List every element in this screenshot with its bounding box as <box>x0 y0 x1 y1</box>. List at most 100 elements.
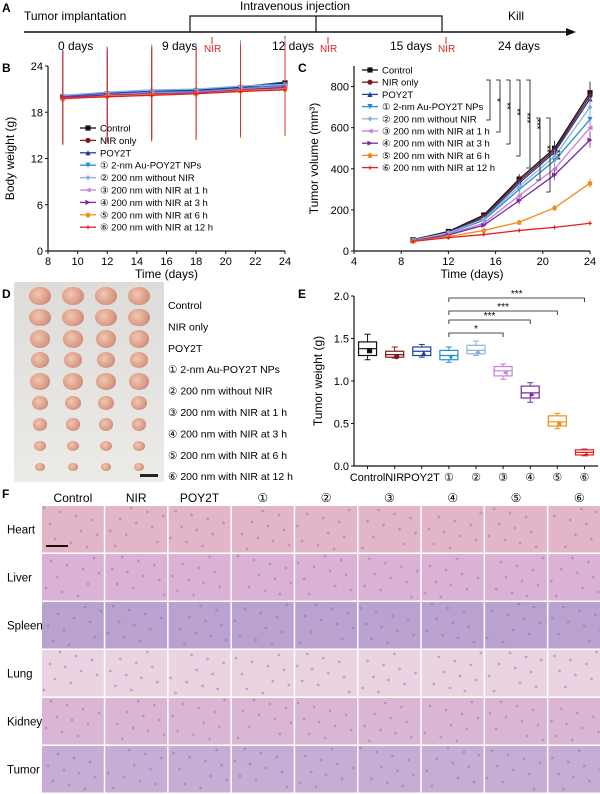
tissue-nucleus <box>446 746 450 750</box>
tissue-nucleus <box>380 625 383 629</box>
tissue-nucleus <box>42 506 46 510</box>
x-tick-label: ④ <box>525 472 535 484</box>
tissue-nucleus <box>380 765 383 769</box>
tissue-nucleus <box>67 783 71 787</box>
tissue-nucleus <box>111 604 115 608</box>
tissue-nucleus <box>90 518 94 522</box>
tissue-nucleus <box>553 654 556 658</box>
tissue-nucleus <box>131 586 135 590</box>
tissue-nucleus <box>79 669 83 673</box>
data-point <box>282 87 288 93</box>
tissue-nucleus <box>298 781 302 785</box>
y-tick-label: 800 <box>331 82 349 94</box>
series-line <box>62 83 286 96</box>
tissue-nucleus <box>95 533 99 537</box>
tissue-nucleus <box>79 529 83 533</box>
tissue-nucleus <box>146 729 150 733</box>
tissue-nucleus <box>287 543 291 547</box>
histology-column-label: ⑥ <box>574 491 585 505</box>
tissue-nucleus <box>243 747 247 751</box>
tissue-nucleus <box>551 616 554 620</box>
data-point <box>237 88 244 95</box>
tissue-nucleus <box>470 700 474 704</box>
tissue-nucleus <box>351 766 355 770</box>
histology-tile <box>421 698 484 745</box>
tissue-nucleus <box>273 577 277 581</box>
y-tick-label: 24 <box>31 61 43 73</box>
day-9-label: 9 days <box>162 39 197 53</box>
data-point <box>149 92 155 98</box>
tissue-nucleus <box>201 544 205 548</box>
tissue-nucleus <box>136 559 140 563</box>
tissue-nucleus <box>118 517 122 521</box>
y-tick-label: 12 <box>31 154 43 166</box>
tissue-nucleus <box>386 641 389 645</box>
data-point <box>445 235 451 241</box>
tissue-nucleus <box>125 710 129 714</box>
tissue-nucleus <box>206 657 210 661</box>
tissue-nucleus <box>562 787 565 791</box>
tissue-nucleus <box>576 571 579 575</box>
tissue-nucleus <box>572 775 575 779</box>
tissue-nucleus <box>277 513 281 517</box>
series-line <box>412 222 591 242</box>
box-point <box>421 350 427 356</box>
box-point <box>475 349 481 355</box>
tissue-nucleus <box>595 650 598 654</box>
tissue-nucleus <box>511 628 515 632</box>
legend-marker <box>85 162 91 168</box>
tissue-nucleus <box>145 650 149 654</box>
tissue-nucleus <box>48 662 52 666</box>
tissue-nucleus <box>309 630 313 634</box>
tissue-nucleus <box>312 565 316 569</box>
tissue-nucleus <box>185 540 189 544</box>
tumor-sample <box>96 352 116 369</box>
histology-tile <box>421 602 484 649</box>
tissue-nucleus <box>234 656 238 660</box>
histology-row-label: Spleen <box>7 620 43 632</box>
tissue-nucleus <box>451 761 455 765</box>
tissue-nucleus <box>106 631 110 635</box>
tissue-nucleus <box>583 764 586 768</box>
tissue-nucleus <box>150 665 154 669</box>
tissue-nucleus <box>317 720 321 724</box>
tissue-nucleus <box>202 721 206 725</box>
tissue-nucleus <box>368 739 371 743</box>
tissue-nucleus <box>280 770 284 774</box>
tissue-nucleus <box>263 589 267 593</box>
tissue-nucleus <box>65 563 69 567</box>
tissue-nucleus <box>479 511 483 515</box>
tissue-nucleus <box>524 515 528 519</box>
tissue-nucleus <box>581 726 584 730</box>
histology-tile <box>42 506 104 553</box>
day-15-label: 15 days <box>390 39 432 53</box>
histology-tile <box>168 650 231 697</box>
tissue-nucleus <box>499 560 503 564</box>
tissue-nucleus <box>256 536 260 540</box>
tissue-nucleus <box>136 699 140 703</box>
tissue-nucleus <box>328 709 332 713</box>
tissue-nucleus <box>250 520 254 524</box>
tissue-nucleus <box>508 651 512 655</box>
tissue-nucleus <box>195 668 199 672</box>
legend-marker <box>367 67 373 73</box>
tissue-nucleus <box>455 557 459 561</box>
tissue-nucleus <box>441 633 445 637</box>
significance-mark: *** <box>532 119 542 130</box>
tissue-nucleus <box>171 714 175 718</box>
tissue-nucleus <box>504 575 508 579</box>
tissue-nucleus <box>365 622 368 626</box>
tissue-nucleus <box>550 579 553 583</box>
tissue-nucleus <box>236 554 240 558</box>
data-point <box>552 153 558 160</box>
tissue-nucleus <box>469 523 473 527</box>
y-tick-label: 1.0 <box>334 376 349 388</box>
histology-column-label: ② <box>321 491 332 505</box>
tissue-nucleus <box>562 605 565 609</box>
significance-mark: *** <box>497 302 509 313</box>
tissue-nucleus <box>250 660 254 664</box>
tissue-nucleus <box>314 603 318 607</box>
tumor-sample <box>129 352 149 369</box>
day-24-label: 24 days <box>498 39 540 53</box>
tissue-nucleus <box>501 780 505 784</box>
